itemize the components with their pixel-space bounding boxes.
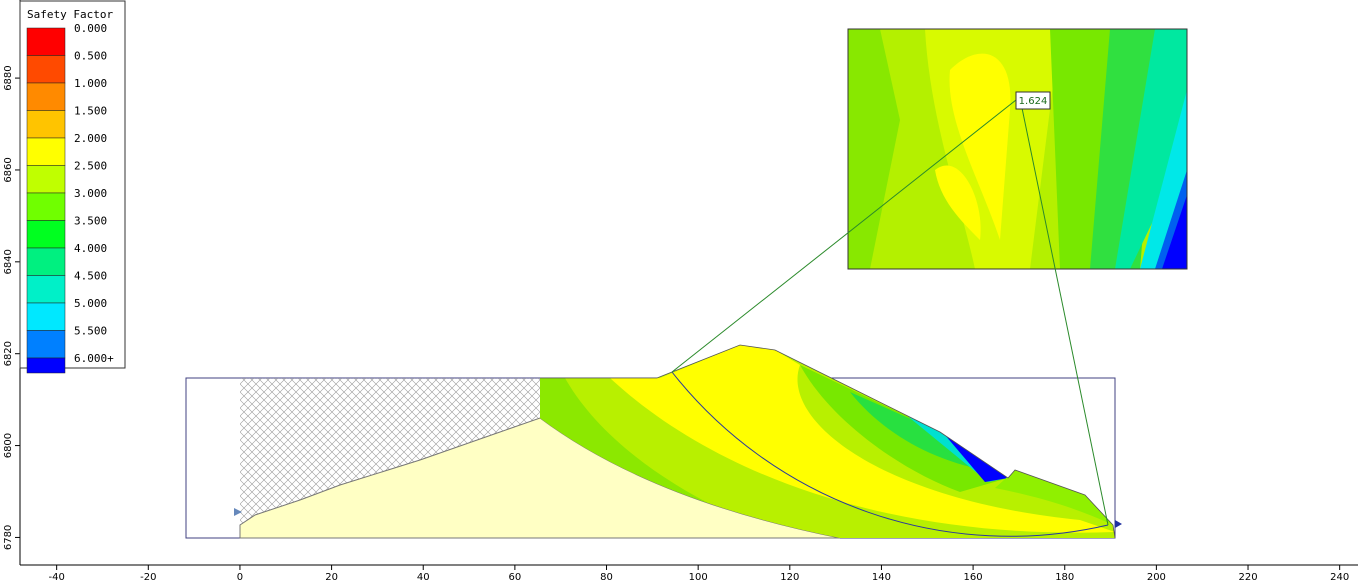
x-tick-label: 0 (237, 572, 243, 583)
x-tick-label: 200 (1147, 572, 1166, 583)
legend-swatch (26, 247, 66, 276)
legend-label: 2.500 (74, 160, 107, 173)
legend-label: 3.000 (74, 187, 107, 200)
x-tick-label: 160 (964, 572, 983, 583)
x-tick-label: 20 (325, 572, 338, 583)
x-tick-label: 120 (780, 572, 799, 583)
legend-swatch (26, 192, 66, 221)
leader-line (1021, 107, 1109, 526)
annotation-box (1015, 91, 1051, 110)
legend-swatch (26, 82, 66, 111)
legend-swatch (26, 220, 66, 249)
legend-label: 5.500 (74, 325, 107, 338)
slip-surface (671, 371, 1109, 537)
x-tick-label: 140 (872, 572, 891, 583)
legend-swatch (26, 165, 66, 194)
legend-label: 6.000+ (74, 352, 114, 365)
legend-label: 0.500 (74, 50, 107, 63)
legend-swatch (26, 357, 66, 374)
y-tick-label: 6800 (3, 433, 14, 458)
legend-label: 1.000 (74, 77, 107, 90)
y-tick-label: 6780 (3, 525, 14, 550)
x-tick-label: 100 (689, 572, 708, 583)
legend-label: 2.000 (74, 132, 107, 145)
legend-swatch (26, 27, 66, 56)
legend-swatch (26, 137, 66, 166)
x-tick-label: 220 (1238, 572, 1257, 583)
water-marker (234, 508, 242, 516)
legend-label: 1.500 (74, 105, 107, 118)
x-tick-label: -20 (140, 572, 156, 583)
legend-label: 4.000 (74, 242, 107, 255)
leader-line (671, 99, 1017, 373)
legend-swatch (26, 110, 66, 139)
legend-label: 5.000 (74, 297, 107, 310)
water-hatch (240, 378, 540, 525)
legend-swatch (26, 302, 66, 331)
y-tick-label: 6840 (3, 249, 14, 274)
legend-title: Safety Factor (27, 8, 113, 21)
slope-surface (540, 344, 1116, 539)
x-tick-label: 40 (417, 572, 430, 583)
y-tick-label: 6820 (3, 341, 14, 366)
legend-swatch (26, 55, 66, 84)
w-marker (1115, 520, 1122, 528)
model (185, 344, 1122, 539)
annotation-label: 1.624 (1019, 96, 1048, 107)
legend: Safety Factor 0.000 0.500 1.000 1.500 2.000 2… (19, 0, 126, 374)
legend-swatch (26, 275, 66, 304)
legend-swatch (26, 330, 66, 359)
zoom-inset (847, 28, 1188, 270)
legend-label: 4.500 (74, 270, 107, 283)
legend-label: 3.500 (74, 215, 107, 228)
x-tick-label: -40 (48, 572, 64, 583)
x-tick-label: 240 (1330, 572, 1349, 583)
y-tick-label: 6880 (3, 65, 14, 90)
x-tick-label: 60 (509, 572, 522, 583)
y-tick-label: 6860 (3, 157, 14, 182)
x-tick-label: 180 (1055, 572, 1074, 583)
x-tick-label: 80 (600, 572, 613, 583)
legend-label: 0.000 (74, 22, 107, 35)
